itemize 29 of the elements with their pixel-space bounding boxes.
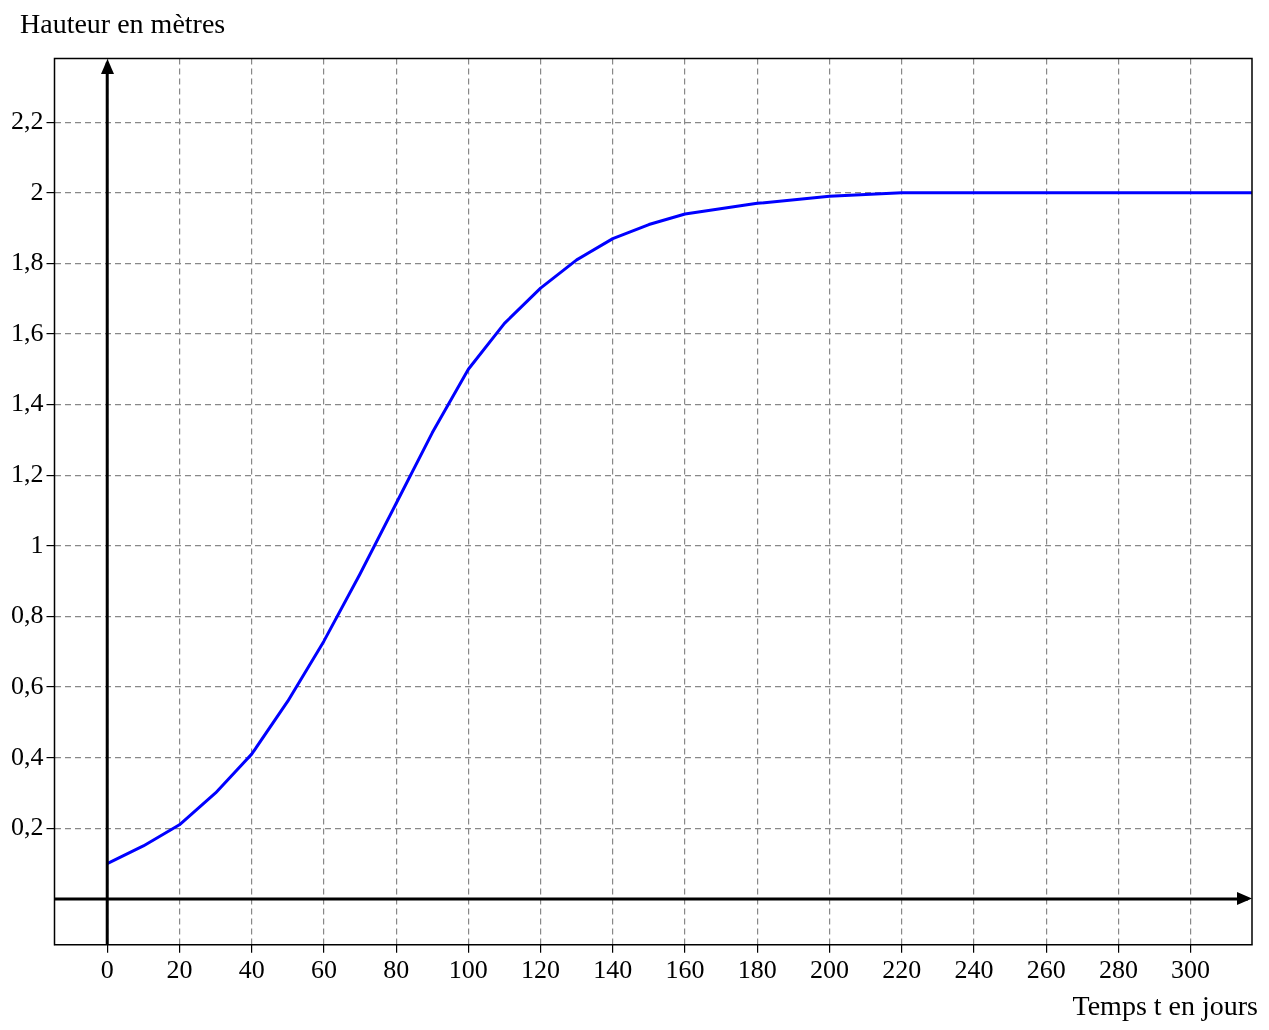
x-axis-title: Temps t en jours [1071, 990, 1258, 1022]
x-tick-label: 200 [809, 955, 849, 985]
y-tick-label: 1,6 [11, 317, 44, 347]
y-tick-label: 1,4 [11, 388, 44, 418]
x-tick-label: 140 [593, 955, 633, 985]
x-tick-label: 300 [1171, 955, 1211, 985]
x-tick-label: 100 [448, 955, 488, 985]
y-tick-label: 0,4 [11, 741, 44, 771]
y-tick-label: 0,2 [11, 812, 44, 842]
y-tick-label: 1 [30, 529, 44, 559]
y-tick-label: 1,8 [11, 247, 44, 277]
y-tick-label: 2,2 [11, 105, 44, 135]
x-tick-label: 180 [737, 955, 777, 985]
y-tick-label: 2 [30, 176, 44, 206]
y-axis-title: Hauteur en mètres [20, 8, 227, 40]
x-tick-label: 0 [100, 955, 114, 985]
x-tick-label: 120 [521, 955, 561, 985]
x-tick-label: 260 [1026, 955, 1066, 985]
y-tick-label: 0,8 [11, 600, 44, 630]
x-tick-label: 220 [882, 955, 922, 985]
x-tick-label: 160 [665, 955, 705, 985]
x-tick-label: 240 [954, 955, 994, 985]
y-tick-label: 0,6 [11, 670, 44, 700]
x-tick-label: 20 [166, 955, 193, 985]
x-tick-label: 40 [238, 955, 265, 985]
x-tick-label: 80 [383, 955, 410, 985]
x-tick-label: 60 [310, 955, 337, 985]
x-tick-label: 280 [1098, 955, 1138, 985]
y-tick-label: 1,2 [11, 459, 44, 489]
